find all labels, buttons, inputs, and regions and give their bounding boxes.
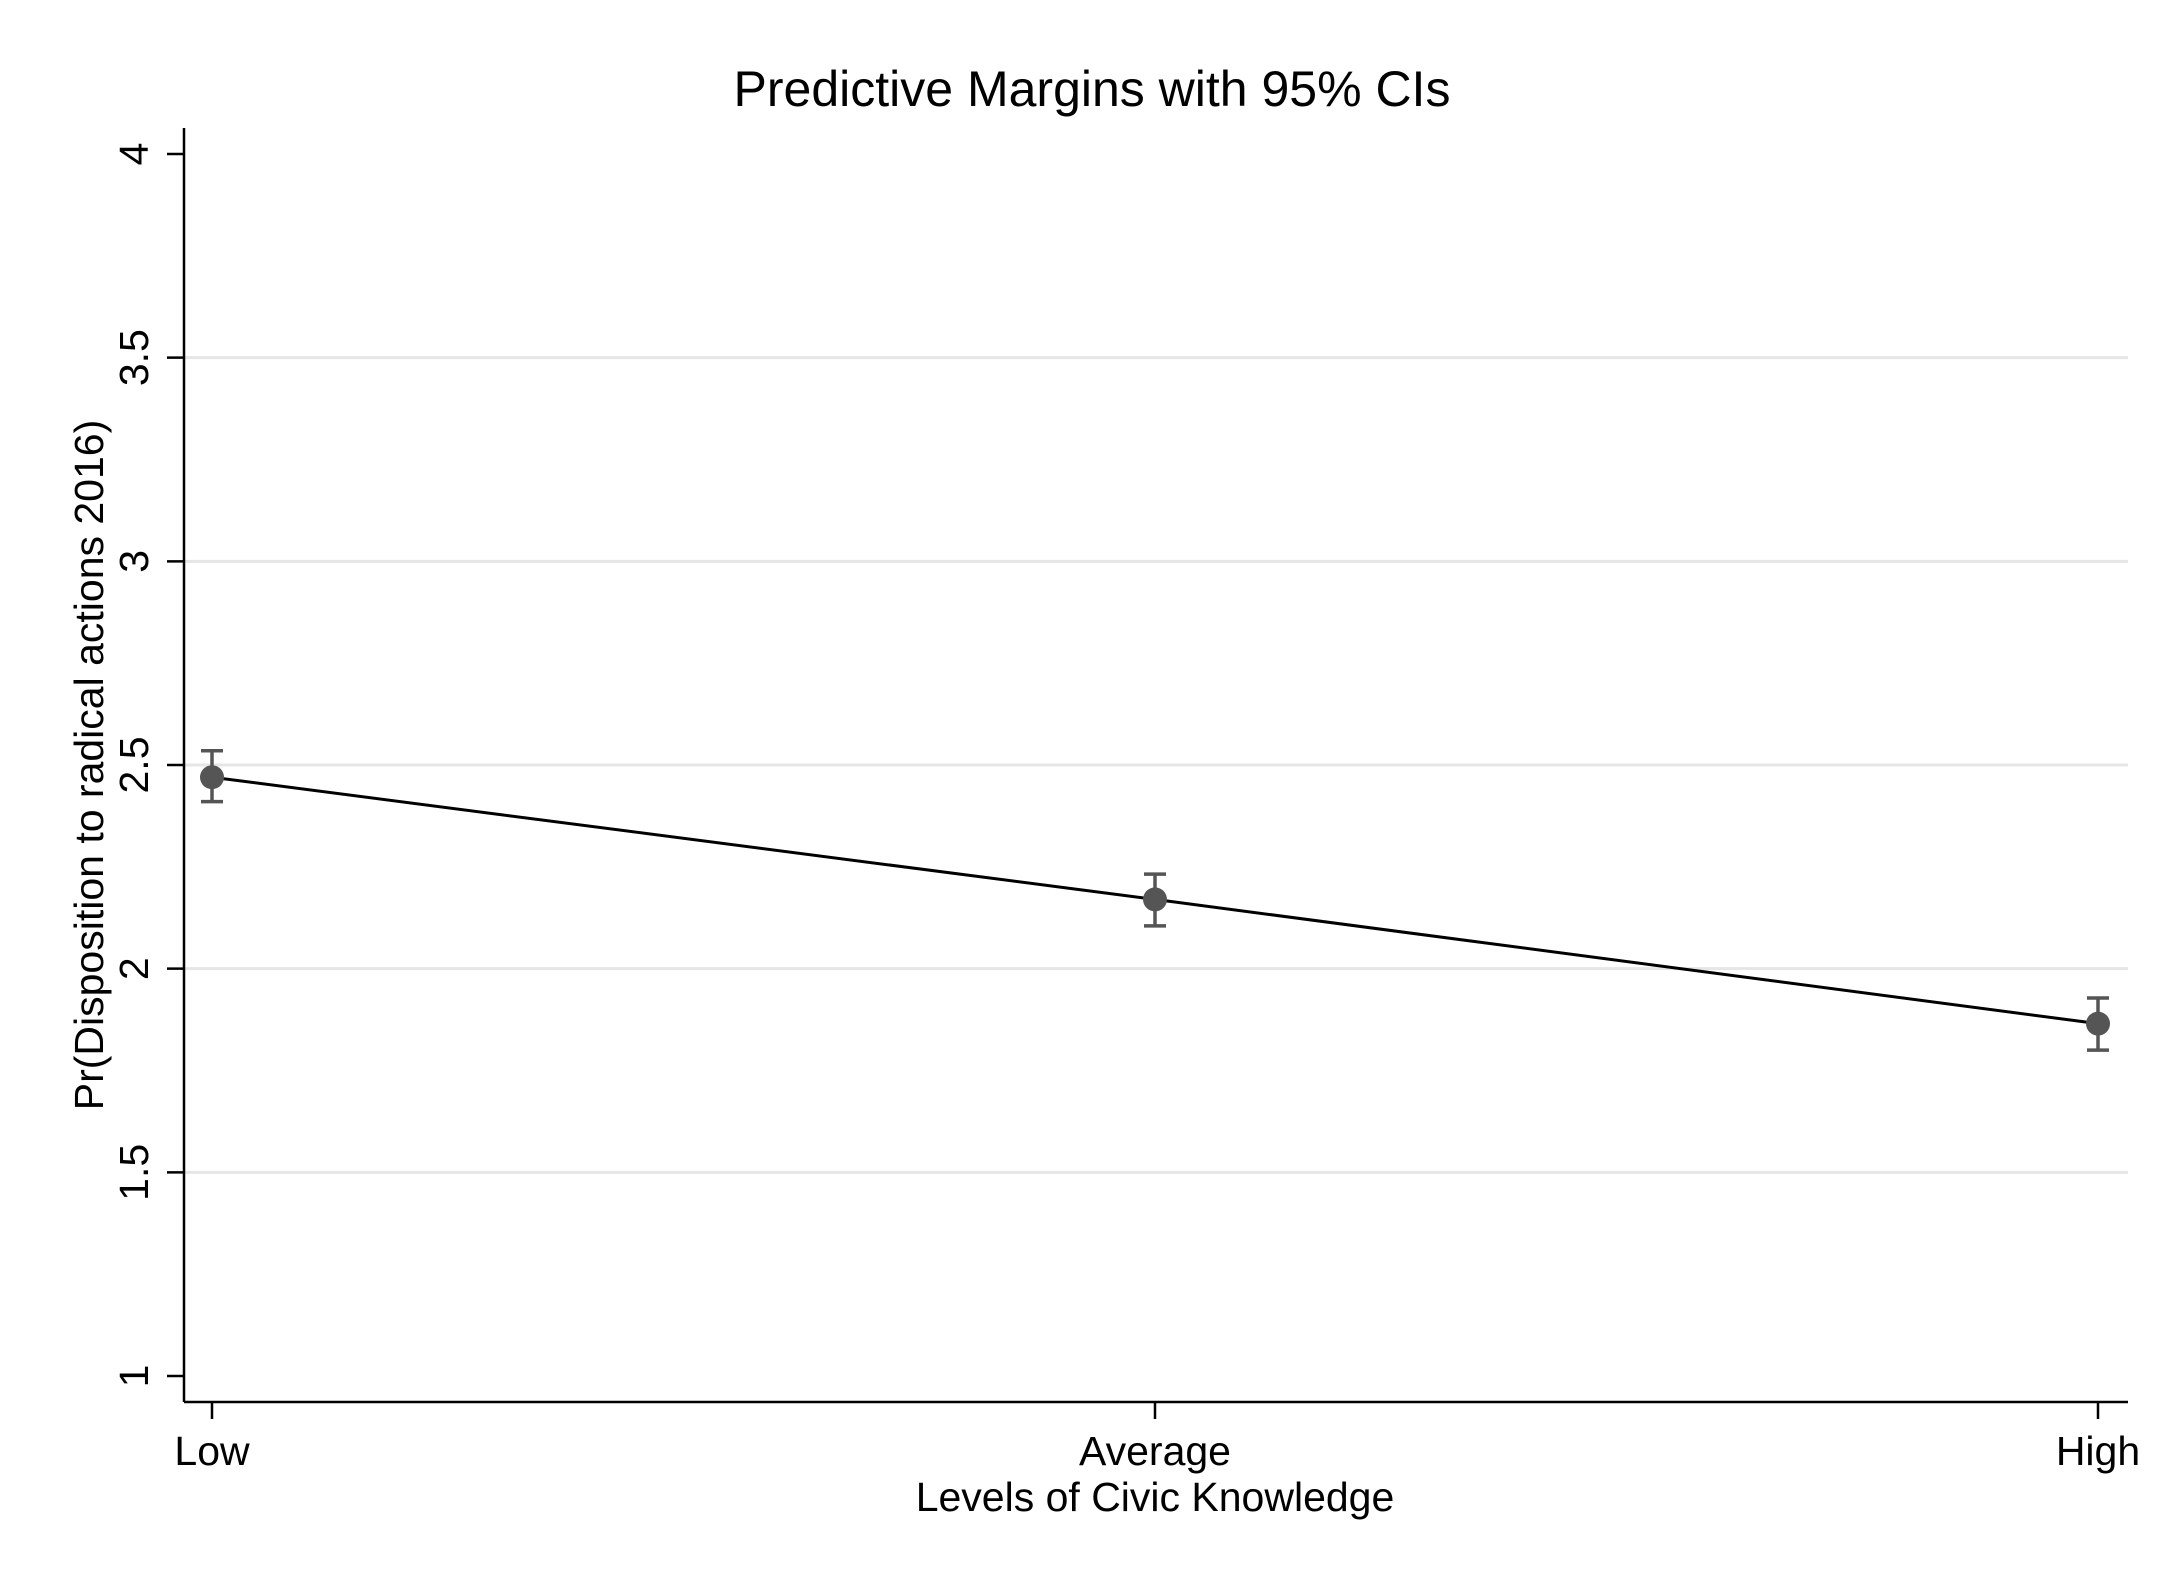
y-axis-label: Pr(Disposition to radical actions 2016) (66, 420, 112, 1111)
data-point (200, 765, 224, 790)
x-tick-label: Low (174, 1428, 250, 1474)
grid-lines (184, 356, 2128, 1174)
x-axis-label: Levels of Civic Knowledge (916, 1474, 1395, 1520)
y-tick-label: 3 (111, 550, 157, 573)
axes (167, 128, 2128, 1419)
y-tick-label: 2 (111, 957, 157, 980)
x-tick-label: High (2056, 1428, 2140, 1474)
data-series (200, 748, 2110, 1052)
y-tick-label: 3.5 (111, 329, 157, 386)
data-point (1143, 887, 1167, 912)
chart-title: Predictive Margins with 95% CIs (734, 61, 1451, 117)
y-tick-label: 2.5 (111, 737, 157, 794)
y-tick-label: 1 (111, 1365, 157, 1388)
data-point (2086, 1011, 2110, 1036)
y-tick-label: 4 (111, 143, 157, 166)
x-tick-label: Average (1079, 1428, 1231, 1474)
tick-labels: 1 1.5 2 2.5 3 3.5 4 Low Average High (111, 143, 2140, 1474)
y-tick-label: 1.5 (111, 1144, 157, 1201)
